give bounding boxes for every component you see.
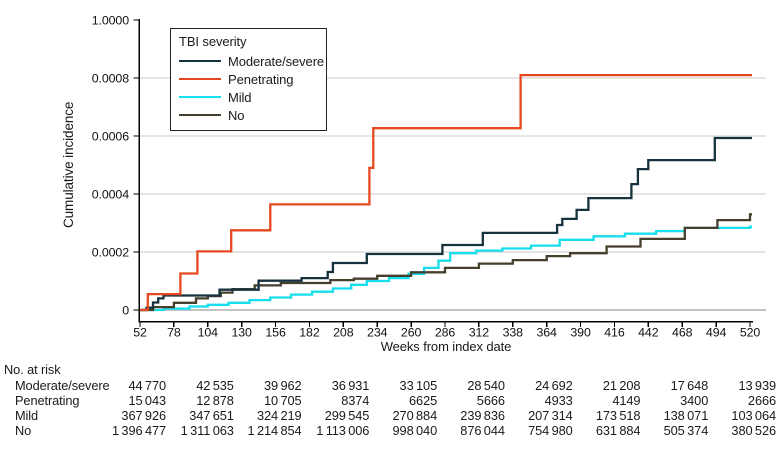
risk-cell: 4933 xyxy=(544,393,573,408)
risk-cell: 876 044 xyxy=(460,423,505,438)
risk-cell: 12 878 xyxy=(196,393,234,408)
legend: TBI severity Moderate/severe Penetrating M… xyxy=(170,28,327,131)
x-axis-title: Weeks from index date xyxy=(380,339,512,354)
x-tick-label: 208 xyxy=(333,326,354,340)
risk-cell: 138 071 xyxy=(663,408,709,423)
legend-label-mild: Mild xyxy=(228,89,252,105)
x-tick-label: 156 xyxy=(265,326,286,340)
risk-cell: 44 770 xyxy=(128,378,166,393)
y-tick-label: 0.0006 xyxy=(92,129,130,143)
risk-cell: 4149 xyxy=(612,393,641,408)
x-tick-label: 442 xyxy=(638,326,659,340)
x-tick-label: 130 xyxy=(231,326,252,340)
legend-swatch-no xyxy=(179,113,221,117)
y-axis-title: Cumulative incidence xyxy=(61,101,76,229)
risk-cell: 42 535 xyxy=(196,378,234,393)
risk-cell: 39 962 xyxy=(263,378,302,393)
risk-cell: 17 648 xyxy=(670,378,709,393)
legend-label-moderate-severe: Moderate/severe xyxy=(228,53,325,69)
risk-cell: 5666 xyxy=(476,393,505,408)
legend-item-mild: Mild xyxy=(179,88,322,106)
legend-item-moderate-severe: Moderate/severe xyxy=(179,52,325,70)
risk-row-label-moderate-severe: Moderate/severe xyxy=(15,378,110,393)
risk-cell: 367 926 xyxy=(121,408,166,423)
x-tick-label: 286 xyxy=(435,326,456,340)
risk-cell: 10 705 xyxy=(263,393,302,408)
risk-cell: 324 219 xyxy=(256,408,302,423)
risk-cell: 173 518 xyxy=(595,408,641,423)
legend-label-no: No xyxy=(228,107,245,123)
risk-cell: 3400 xyxy=(680,393,709,408)
risk-cell: 33 105 xyxy=(399,378,438,393)
series-path-penetrating xyxy=(140,73,752,312)
legend-swatch-mild xyxy=(179,95,221,99)
risk-row-label-penetrating: Penetrating xyxy=(15,393,80,408)
x-tick-label: 338 xyxy=(503,326,524,340)
risk-cell: 2666 xyxy=(747,393,776,408)
x-tick-label: 234 xyxy=(367,326,388,340)
y-tick-label: 0.0004 xyxy=(92,187,130,201)
risk-row-label-mild: Mild xyxy=(15,408,39,423)
risk-cell: 270 884 xyxy=(392,408,438,423)
risk-row-label-no: No xyxy=(15,423,32,438)
y-tick-label: 0 xyxy=(122,303,129,317)
risk-cell: 1 396 477 xyxy=(111,423,166,438)
risk-cell: 1 311 063 xyxy=(180,423,234,438)
y-tick-label: 0.0008 xyxy=(92,71,130,85)
legend-label-penetrating: Penetrating xyxy=(228,71,294,87)
legend-swatch-moderate-severe xyxy=(179,59,221,63)
risk-cell: 21 208 xyxy=(602,378,641,393)
risk-cell: 299 545 xyxy=(324,408,370,423)
risk-cell: 13 939 xyxy=(738,378,776,393)
risk-cell: 380 526 xyxy=(731,423,776,438)
y-tick-label: 0.0002 xyxy=(92,245,130,259)
x-tick-label: 78 xyxy=(167,326,181,340)
risk-cell: 24 692 xyxy=(535,378,573,393)
x-tick-label: 52 xyxy=(133,326,147,340)
legend-item-no: No xyxy=(179,106,322,124)
risk-cell: 15 043 xyxy=(128,393,166,408)
x-tick-label: 520 xyxy=(740,326,761,340)
risk-cell: 36 931 xyxy=(331,378,370,393)
risk-cell: 631 884 xyxy=(595,423,641,438)
x-tick-label: 182 xyxy=(299,326,320,340)
x-tick-label: 312 xyxy=(469,326,490,340)
risk-cell: 28 540 xyxy=(467,378,505,393)
risk-cell: 1 113 006 xyxy=(316,423,370,438)
risk-table-title: No. at risk xyxy=(4,362,61,377)
risk-cell: 8374 xyxy=(341,393,370,408)
legend-swatch-penetrating xyxy=(179,77,221,81)
legend-item-penetrating: Penetrating xyxy=(179,70,322,88)
legend-title: TBI severity xyxy=(179,34,247,49)
risk-cell: 6625 xyxy=(409,393,438,408)
x-tick-label: 416 xyxy=(604,326,625,340)
risk-cell: 1 214 854 xyxy=(247,423,302,438)
x-tick-label: 364 xyxy=(536,326,557,340)
x-tick-label: 104 xyxy=(198,326,219,340)
x-tick-label: 494 xyxy=(706,326,727,340)
x-tick-label: 260 xyxy=(401,326,422,340)
series-path-no xyxy=(140,213,752,312)
series-path-moderate-severe xyxy=(140,136,752,312)
risk-cell: 505 374 xyxy=(663,423,709,438)
risk-cell: 998 040 xyxy=(392,423,438,438)
legend-items: Moderate/severe Penetrating Mild No xyxy=(179,52,325,124)
y-tick-label: 1.0000 xyxy=(92,13,130,27)
risk-cell: 347 651 xyxy=(189,408,234,423)
risk-cell: 754 980 xyxy=(528,423,573,438)
risk-cell: 103 064 xyxy=(731,408,776,423)
x-tick-label: 468 xyxy=(672,326,693,340)
x-tick-label: 390 xyxy=(570,326,591,340)
risk-cell: 239 836 xyxy=(460,408,505,423)
risk-cell: 207 314 xyxy=(528,408,573,423)
